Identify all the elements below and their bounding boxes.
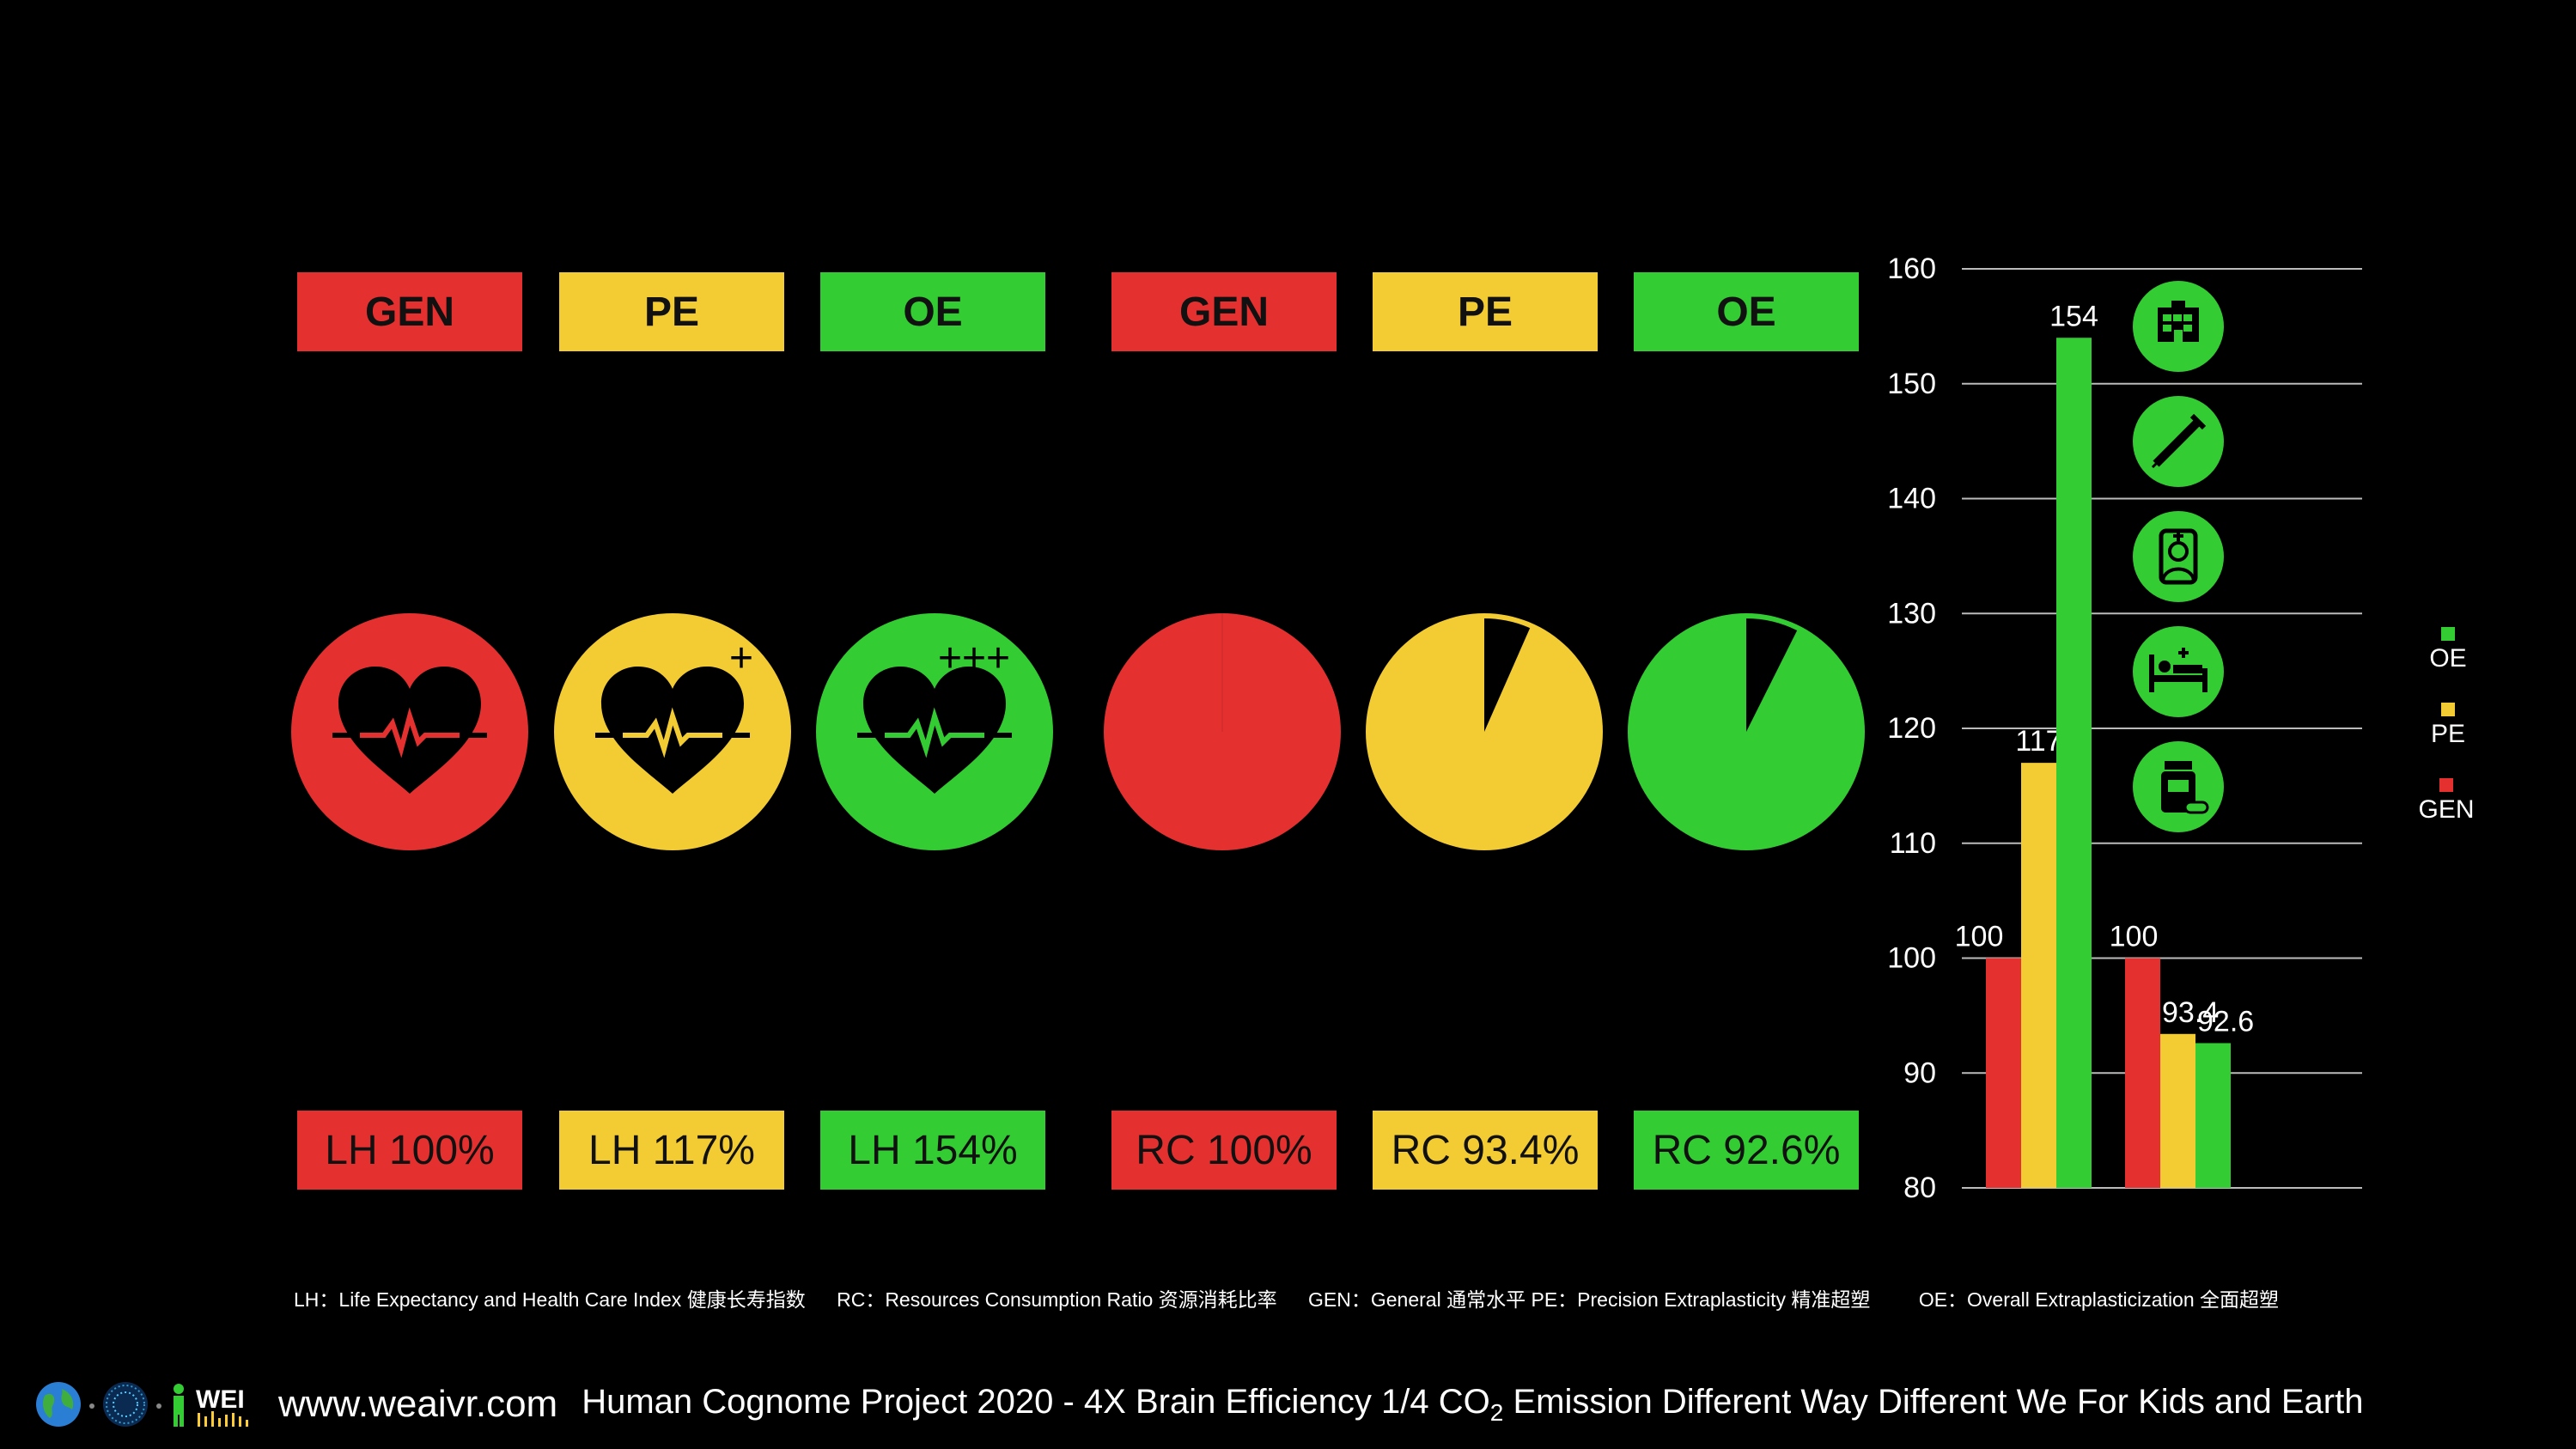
abbreviation-note: LH：Life Expectancy and Health Care Index… <box>294 1283 2305 1312</box>
y-tick-label: 140 <box>1887 483 1936 515</box>
note-rc: RC：Resources Consumption Ratio 资源消耗比率 <box>837 1288 1277 1311</box>
value-tag-rc-gen: RC 100% <box>1111 1111 1337 1190</box>
tag-gen-lh: GEN <box>297 272 522 351</box>
data-label-lh-oe: 154 <box>2049 300 2098 332</box>
dot-separator-icon <box>89 1403 94 1409</box>
y-tick-label: 120 <box>1887 712 1936 745</box>
bar-lh-pe <box>2021 763 2056 1188</box>
syringe-icon <box>2133 396 2224 487</box>
tag-oe-rc: OE <box>1634 272 1859 351</box>
data-label-lh-pe: 117 <box>2015 725 2061 758</box>
pie-oe-slice <box>1746 618 1798 732</box>
y-tick-label: 110 <box>1890 827 1936 860</box>
heart-gen-icon <box>291 613 528 850</box>
tag-gen-rc: GEN <box>1111 272 1337 351</box>
svg-text:WEI: WEI <box>196 1385 245 1414</box>
legend-oe: OE <box>2414 627 2482 673</box>
bar-rc-oe <box>2195 1043 2231 1188</box>
doctor-icon <box>2133 511 2224 602</box>
wei-logo-icon: WEI <box>196 1385 248 1427</box>
heart-oe-icon: +++ <box>816 613 1053 850</box>
plus-pe: + <box>729 636 753 681</box>
y-tick-label: 150 <box>1887 368 1936 400</box>
value-tag-lh-pe: LH 117% <box>559 1111 784 1190</box>
data-label-rc-pe: 93.4 <box>2162 996 2219 1029</box>
pie-gen <box>1104 613 1341 850</box>
legend-oe-swatch <box>2441 627 2455 641</box>
data-label-lh-gen: 100 <box>1955 921 2004 953</box>
pie-pe <box>1366 613 1603 850</box>
logo-group: WEI <box>34 1380 263 1428</box>
bar-lh-gen <box>1986 958 2021 1188</box>
dot-separator-icon-2 <box>156 1403 161 1409</box>
website-link[interactable]: www.weaivr.com <box>278 1383 558 1425</box>
y-tick-label: 160 <box>1887 253 1936 285</box>
hospital-icon <box>2133 281 2224 372</box>
tagline: Human Cognome Project 2020 - 4X Brain Ef… <box>582 1383 2363 1427</box>
hospital-bed-icon <box>2133 626 2224 717</box>
bar-rc-pe <box>2160 1033 2195 1188</box>
pie-pe-slice <box>1484 618 1531 732</box>
note-oe: OE：Overall Extraplasticization 全面超塑 <box>1918 1288 2280 1311</box>
tag-pe-rc: PE <box>1373 272 1598 351</box>
note-gen-pe: GEN：General 通常水平 PE：Precision Extraplast… <box>1308 1288 1871 1311</box>
y-tick-label: 90 <box>1903 1056 1936 1089</box>
legend-pe-swatch <box>2441 703 2455 716</box>
medicine-bottle-icon <box>2133 741 2224 832</box>
data-label-rc-oe: 92.6 <box>2197 1005 2254 1038</box>
value-tag-rc-pe: RC 93.4% <box>1373 1111 1598 1190</box>
y-tick-label: 100 <box>1887 942 1936 975</box>
y-tick-label: 80 <box>1903 1172 1936 1204</box>
legend-gen-swatch <box>2439 778 2453 792</box>
tagline-sub: 2 <box>1489 1398 1504 1426</box>
legend-gen: GEN <box>2412 778 2481 825</box>
value-tag-lh-oe: LH 154% <box>820 1111 1045 1190</box>
person-icon <box>174 1384 184 1427</box>
data-label-rc-gen: 100 <box>2110 921 2159 953</box>
pie-oe <box>1628 613 1865 850</box>
bar-rc-gen <box>2125 958 2160 1188</box>
value-tag-rc-oe: RC 92.6% <box>1634 1111 1859 1190</box>
brain-sphere-icon <box>103 1382 148 1427</box>
heart-pe-icon: + <box>554 613 791 850</box>
plus-oe: +++ <box>938 636 1010 681</box>
legend-oe-label: OE <box>2429 644 2467 673</box>
tagline-pre: Human Cognome Project 2020 - 4X Brain Ef… <box>582 1382 1490 1421</box>
note-lh: LH：Life Expectancy and Health Care Index… <box>294 1288 806 1311</box>
legend-pe: PE <box>2414 703 2482 749</box>
y-tick-label: 130 <box>1887 597 1936 630</box>
legend-gen-label: GEN <box>2418 795 2475 824</box>
tag-pe-lh: PE <box>559 272 784 351</box>
footer: WEI www.weaivr.com Human Cognome Project… <box>34 1374 2363 1434</box>
globe-icon <box>36 1382 81 1427</box>
value-tag-lh-gen: LH 100% <box>297 1111 522 1190</box>
bar-lh-oe <box>2056 338 2092 1188</box>
tag-oe-lh: OE <box>820 272 1045 351</box>
tagline-post: Emission Different Way Different We For … <box>1503 1382 2364 1421</box>
legend-pe-label: PE <box>2430 720 2466 748</box>
